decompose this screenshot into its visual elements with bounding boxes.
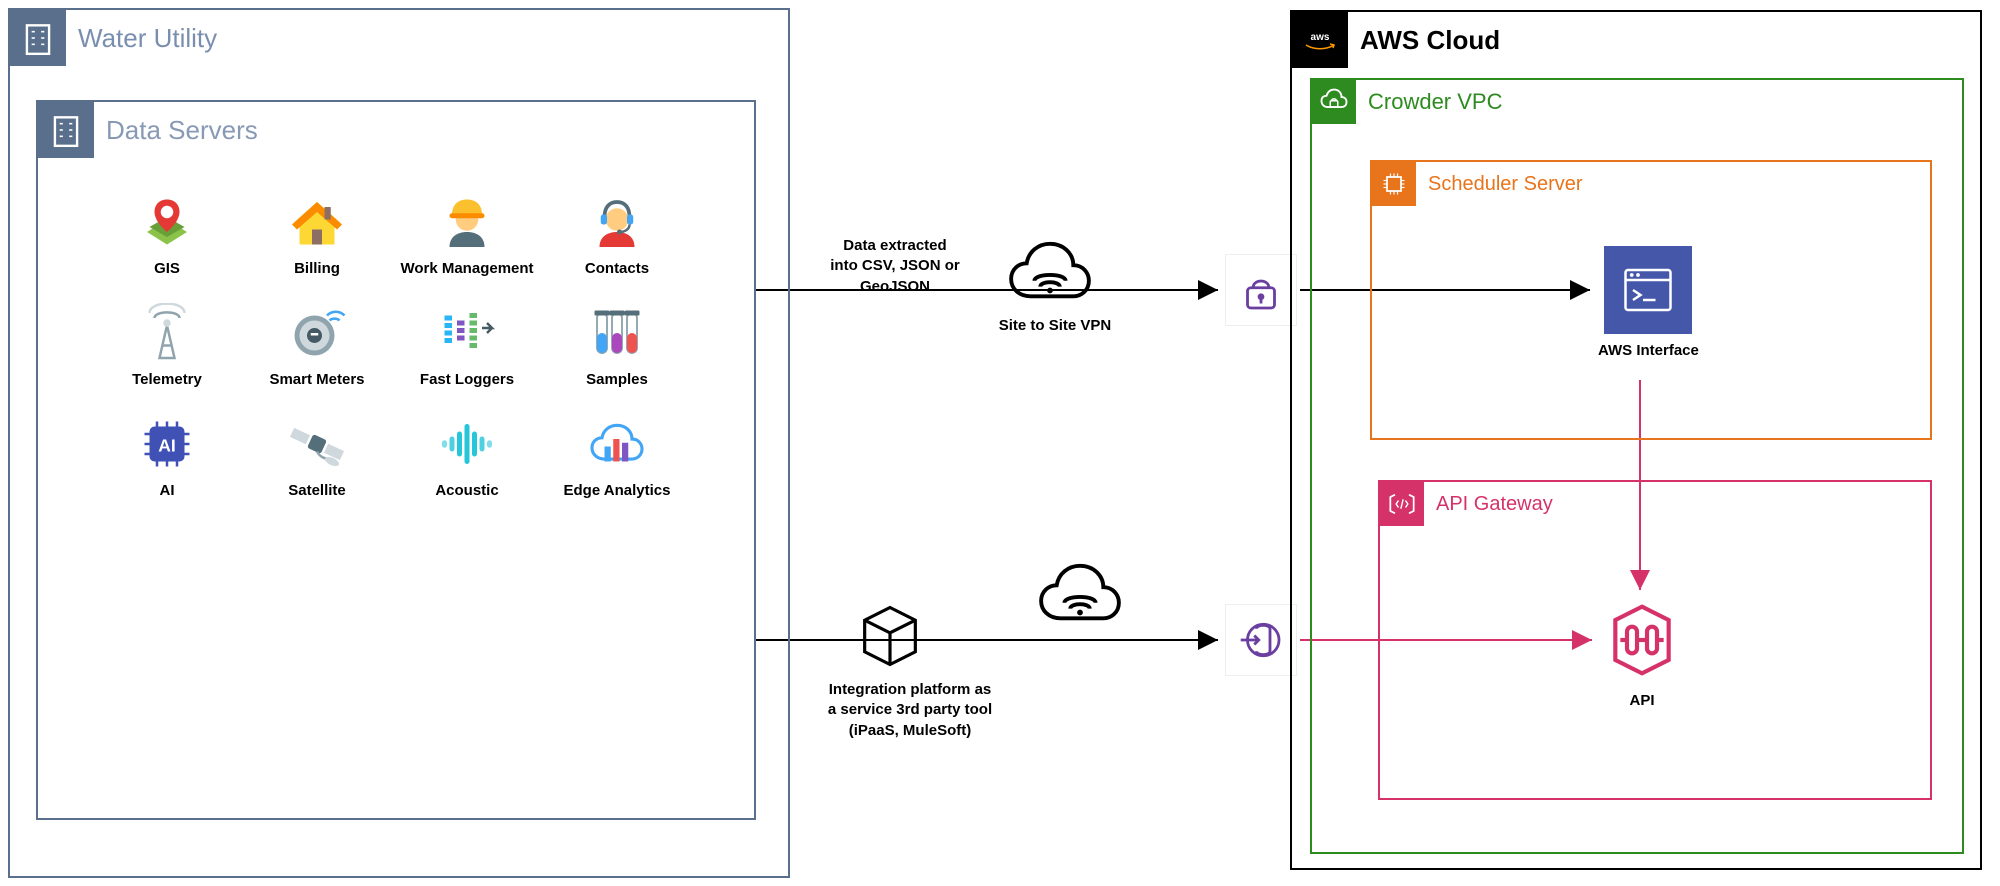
smart-meter-icon — [285, 301, 349, 365]
worker-icon — [435, 190, 499, 254]
satellite-icon — [285, 412, 349, 476]
ai-chip-icon: AI — [135, 412, 199, 476]
house-icon — [285, 190, 349, 254]
aws-interface-label: AWS Interface — [1598, 342, 1699, 359]
radio-tower-icon — [135, 301, 199, 365]
location-pin-icon — [135, 190, 199, 254]
gateway-entry-icon — [1225, 604, 1297, 676]
svg-text:AI: AI — [158, 436, 176, 456]
api-node: API — [1598, 596, 1686, 709]
grid-item-label: Samples — [586, 371, 648, 388]
flow-text-line: Integration platform as — [829, 681, 992, 698]
flow-text-line: GeoJSON — [860, 278, 930, 295]
grid-item-label: Satellite — [288, 482, 346, 499]
api-gateway-icon — [1380, 482, 1424, 526]
building-icon — [10, 10, 66, 66]
grid-item-smart-meters: Smart Meters — [242, 301, 392, 388]
grid-item-satellite: Satellite — [242, 412, 392, 499]
flow-top-text: Data extracted into CSV, JSON or GeoJSON — [810, 236, 980, 297]
grid-item-label: Acoustic — [435, 482, 498, 499]
grid-item-telemetry: Telemetry — [92, 301, 242, 388]
vpc-icon — [1312, 80, 1356, 124]
ipaas-cube-icon — [850, 596, 930, 676]
aws-interface-node: AWS Interface — [1598, 246, 1699, 359]
cloud-vpn-label: Site to Site VPN — [990, 316, 1120, 336]
grid-item-label: Edge Analytics — [564, 482, 671, 499]
grid-item-billing: Billing — [242, 190, 392, 277]
grid-item-ai: AI AI — [92, 412, 242, 499]
svg-text:aws: aws — [1311, 32, 1330, 43]
grid-item-fast-loggers: Fast Loggers — [392, 301, 542, 388]
soundwave-icon — [435, 412, 499, 476]
grid-item-label: Billing — [294, 260, 340, 277]
scheduler-title: Scheduler Server — [1428, 173, 1583, 196]
cloud-vpn-icon — [1000, 238, 1100, 308]
grid-item-samples: Samples — [542, 301, 692, 388]
grid-item-label: Smart Meters — [269, 371, 364, 388]
grid-item-label: GIS — [154, 260, 180, 277]
grid-item-edge-analytics: Edge Analytics — [542, 412, 692, 499]
equalizer-icon — [435, 301, 499, 365]
grid-item-label: Work Management — [400, 260, 533, 277]
ipaas-label: Integration platform as a service 3rd pa… — [810, 680, 1010, 741]
grid-item-acoustic: Acoustic — [392, 412, 542, 499]
water-utility-title: Water Utility — [78, 23, 217, 54]
cli-icon — [1604, 246, 1692, 334]
grid-item-label: Contacts — [585, 260, 649, 277]
headset-person-icon — [585, 190, 649, 254]
grid-item-label: Telemetry — [132, 371, 202, 388]
aws-cloud-title: AWS Cloud — [1360, 25, 1500, 56]
cloud-bars-icon — [585, 412, 649, 476]
data-servers-title: Data Servers — [106, 115, 258, 146]
data-servers-grid: GIS Billing Work Management Contacts Tel… — [92, 190, 692, 499]
grid-item-label: Fast Loggers — [420, 371, 514, 388]
flow-text-line: (iPaaS, MuleSoft) — [849, 722, 972, 739]
cloud-icon — [1030, 560, 1130, 630]
crowder-vpc-title: Crowder VPC — [1368, 89, 1502, 115]
building-icon — [38, 102, 94, 158]
grid-item-gis: GIS — [92, 190, 242, 277]
flow-text-line: Data extracted — [843, 237, 946, 254]
grid-item-work-management: Work Management — [392, 190, 542, 277]
test-tubes-icon — [585, 301, 649, 365]
aws-logo-icon: aws — [1292, 12, 1348, 68]
api-icon — [1598, 596, 1686, 684]
flow-text-line: into CSV, JSON or — [830, 257, 959, 274]
flow-text-line: a service 3rd party tool — [828, 701, 992, 718]
vpn-lock-icon — [1225, 254, 1297, 326]
api-label: API — [1629, 692, 1654, 709]
grid-item-contacts: Contacts — [542, 190, 692, 277]
grid-item-label: AI — [160, 482, 175, 499]
ec2-icon — [1372, 162, 1416, 206]
api-gateway-title: API Gateway — [1436, 493, 1553, 516]
